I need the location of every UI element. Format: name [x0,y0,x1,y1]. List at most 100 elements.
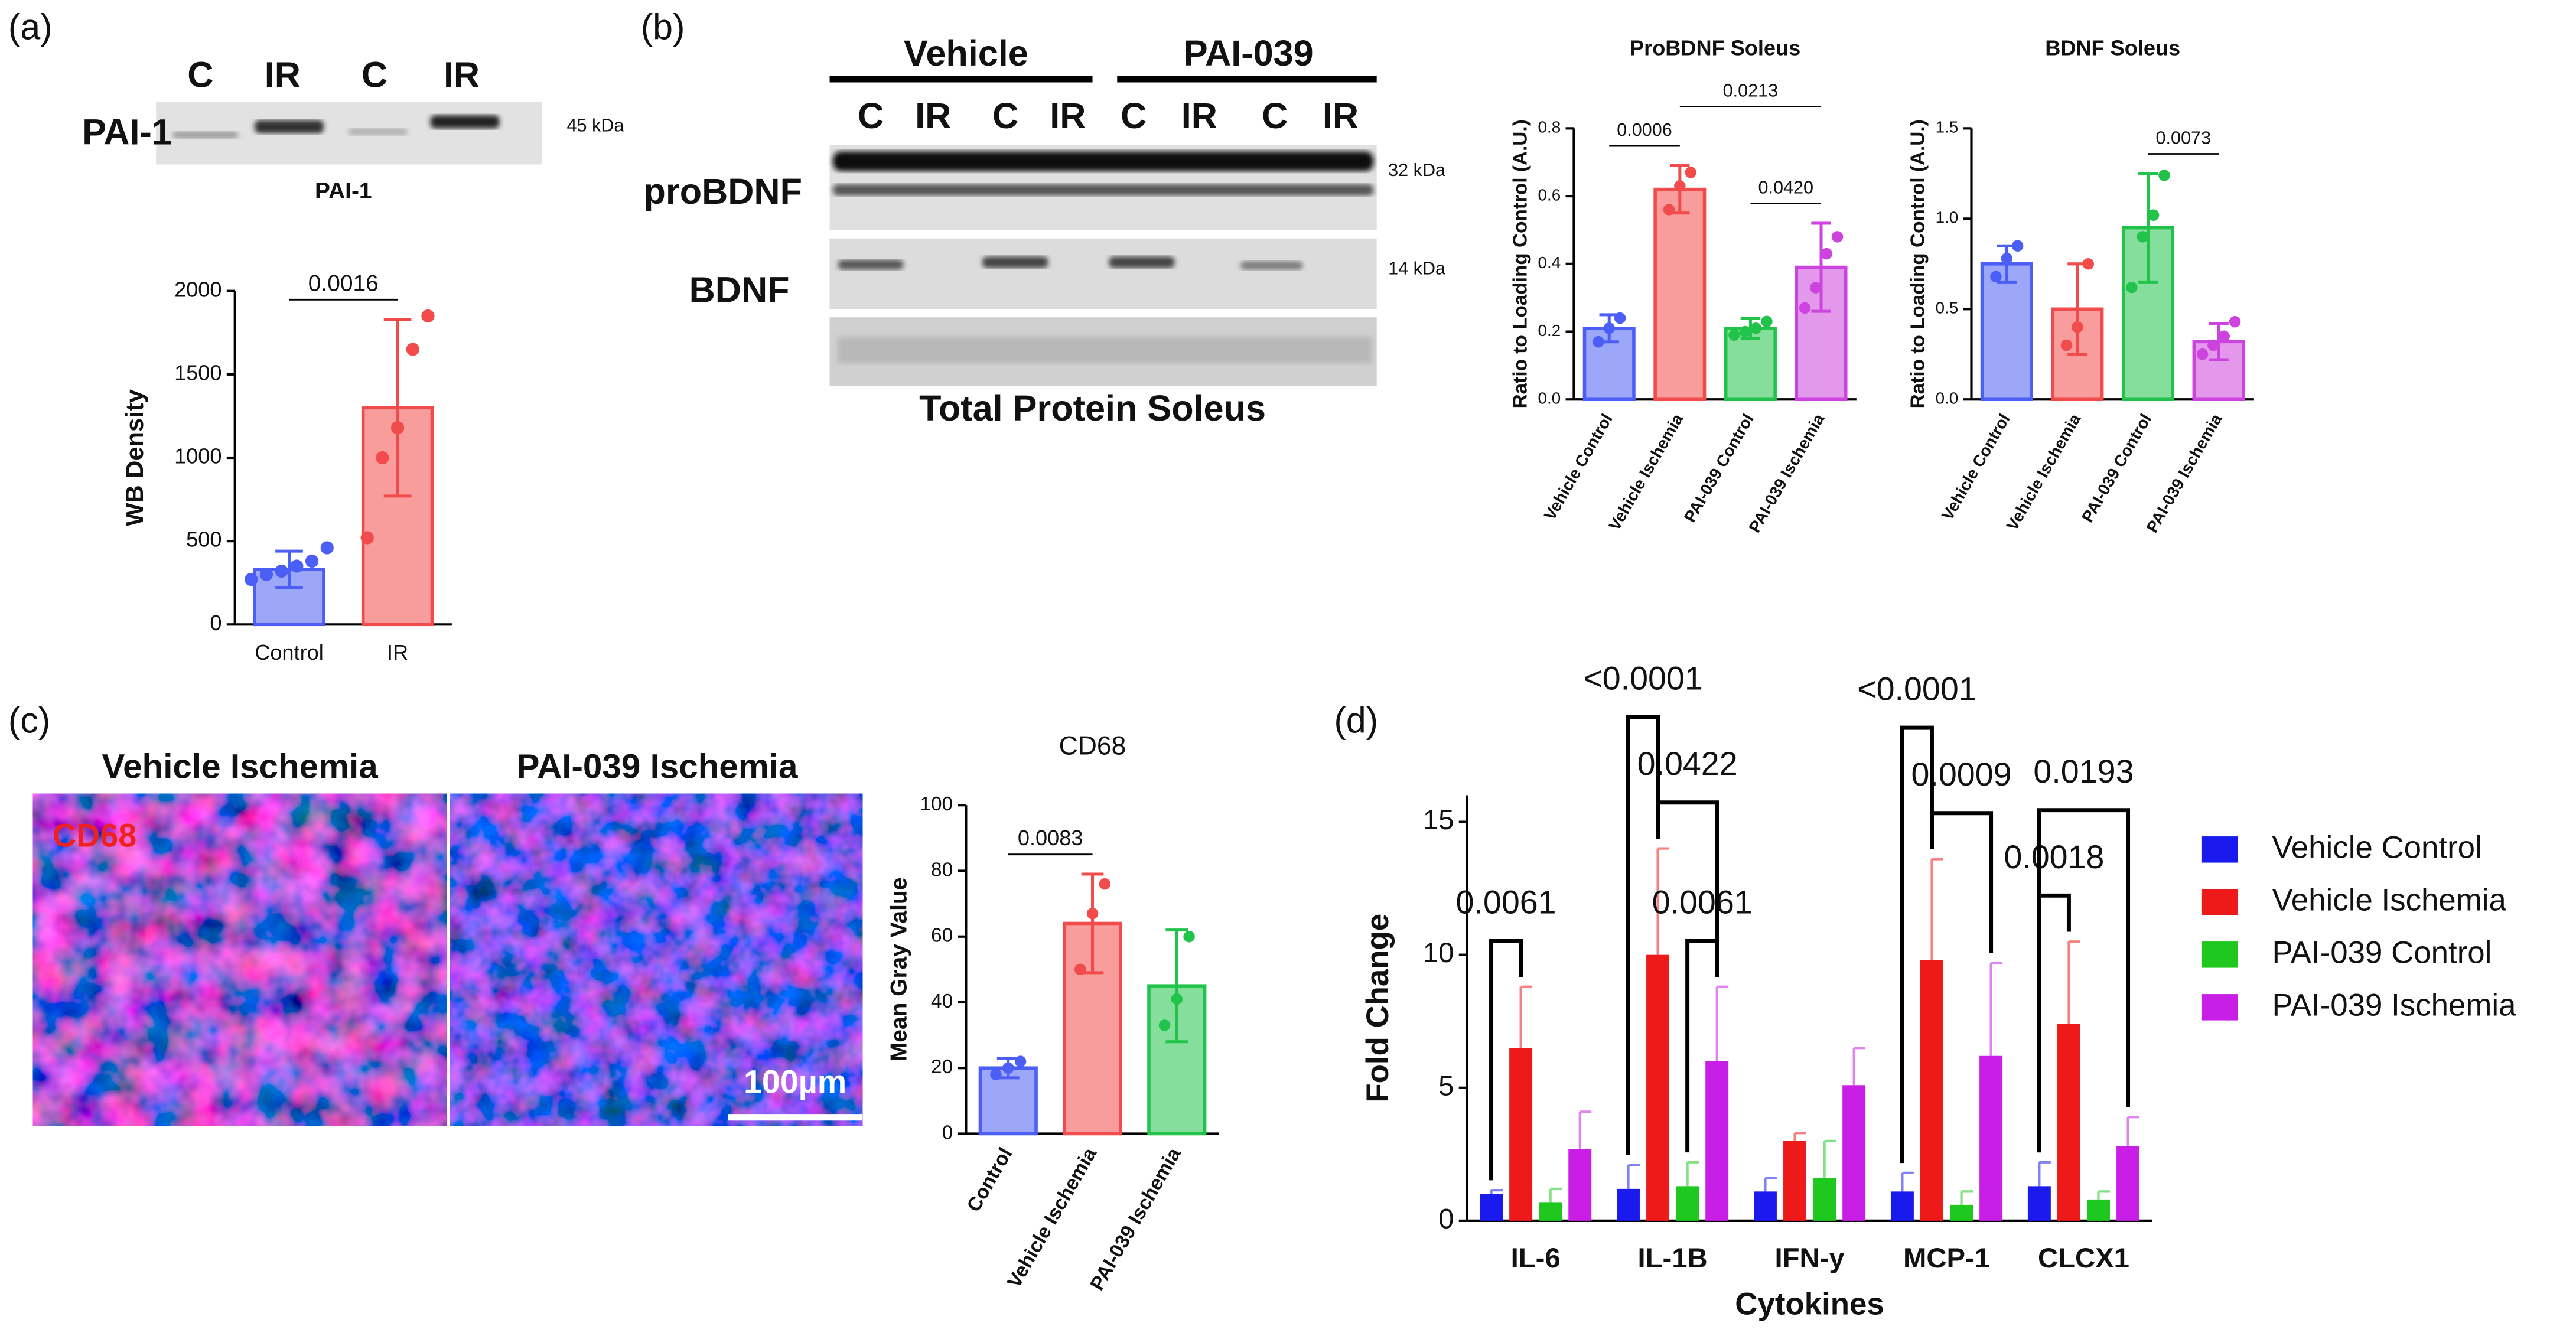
legend-label: Vehicle Control [2272,830,2481,865]
x-tick-label: Control [255,640,324,664]
x-tick-label: CLCX1 [2038,1243,2129,1274]
p-value: 0.0009 [1911,756,2011,793]
bar [1753,1191,1777,1221]
y-tick-label: 500 [186,527,222,552]
panel-label: (c) [8,700,50,740]
blot-protein: PAI-1 [82,112,172,152]
data-point [245,572,258,586]
error-bar [1686,1161,1699,1187]
y-tick-label: 0 [210,611,222,635]
blot-marker: 14 kDa [1388,259,1445,279]
error-bar [1823,1139,1836,1178]
y-tick-label: 0.8 [1538,118,1561,136]
data-point [421,309,435,323]
data-point [1728,329,1740,341]
lane-label: IR [1323,96,1359,136]
data-point [2137,231,2149,243]
p-value: 0.0193 [2033,753,2134,790]
data-point [1663,204,1675,216]
error-bar [1989,962,2003,1056]
p-value: 0.0061 [1652,884,1753,920]
data-point [2158,170,2170,181]
data-point [2229,315,2241,328]
data-point [290,559,304,573]
data-point [275,564,288,578]
y-tick-label: 1500 [174,360,222,384]
bar [1705,1061,1729,1221]
image-title: PAI-039 Ischemia [516,747,798,786]
y-tick-label: 0.5 [1936,299,1959,317]
chart-title: PAI-1 [315,178,372,204]
x-tick-label: IL-1B [1638,1243,1708,1274]
error-bar [2126,1116,2140,1146]
error-bar [275,549,303,589]
bar [1842,1085,1866,1221]
data-point [1086,908,1099,920]
bar [1063,921,1122,1136]
legend-swatch [2201,889,2238,915]
data-point [1603,322,1615,334]
legend-swatch [2201,994,2238,1021]
error-bar [2067,940,2080,1024]
y-tick-label: 0.4 [1538,253,1561,272]
data-point [320,541,334,555]
bar [1979,1055,2003,1221]
bar [1617,1188,1640,1221]
p-value: <0.0001 [1583,660,1703,697]
error-bar [1930,858,1943,960]
blot-group: PAI-039 [1184,33,1314,73]
lane-label: C [1121,96,1147,136]
y-tick-label: 1.0 [1936,208,1959,227]
error-bar [1490,1189,1503,1194]
y-tick-label: 2000 [174,277,222,301]
data-point [1821,247,1832,260]
panel-label: (b) [641,7,685,47]
x-axis-label: Cytokines [1735,1286,1884,1321]
bar [1676,1186,1699,1221]
bar [2116,1146,2140,1221]
data-point [2011,240,2024,252]
image-title: Vehicle Ischemia [102,747,378,786]
error-bar [1901,1171,1914,1192]
bar [1980,262,2033,402]
comparison-bracket [1489,939,1523,1181]
comparison-bracket [1900,725,1934,1164]
lane-label: C [187,54,213,95]
bar [1480,1194,1503,1221]
error-bar [1715,985,1729,1061]
y-tick-label: 40 [931,990,953,1012]
y-tick-label: 15 [1423,804,1454,836]
panel-label: (d) [1334,700,1378,740]
data-point [390,421,405,435]
data-point [1002,1062,1014,1074]
data-point [1099,878,1111,890]
legend-label: Vehicle Ischemia [2272,882,2506,917]
chart-title: CD68 [1059,732,1126,761]
panel-label: (a) [8,7,53,47]
stain-label: CD68 [53,817,136,854]
data-point [1761,315,1773,328]
error-bar [1852,1047,1866,1086]
y-tick-label: 0 [1438,1203,1454,1234]
y-axis-label: WB Density [121,389,148,526]
y-tick-label: 100 [920,793,953,815]
blot-marker: 32 kDa [1388,160,1445,180]
error-bar [1627,1164,1640,1189]
bar [1539,1202,1562,1221]
micrograph [450,793,863,1126]
error-bar [2138,172,2158,284]
blot-a [156,102,542,165]
data-point [1831,231,1844,243]
data-point [1171,993,1183,1005]
bar [1653,187,1707,402]
bar [1950,1204,1973,1221]
bar [1783,1141,1806,1221]
blot-caption: Total Protein Soleus [919,388,1266,428]
lane-label: IR [265,54,301,95]
error-bar [1960,1190,1973,1205]
x-tick-label: IL-6 [1511,1243,1561,1274]
p-value: 0.0016 [308,271,379,296]
comparison-bracket [2037,808,2131,1153]
y-tick-label: 10 [1423,937,1454,969]
